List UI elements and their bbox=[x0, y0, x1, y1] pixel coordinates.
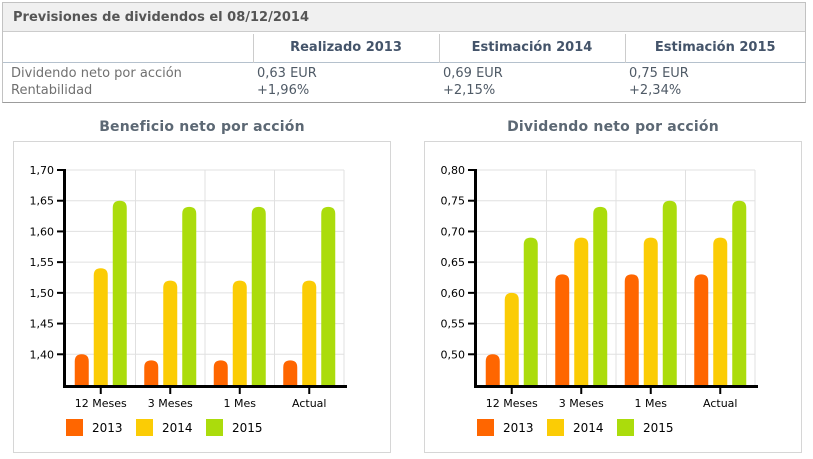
svg-text:1,55: 1,55 bbox=[30, 256, 55, 269]
chart-panel: 1,40 1,45 1,50 1,55 1,60 1,65 1,70 12 Meses 3 Me… bbox=[13, 141, 391, 453]
svg-text:1 Mes: 1 Mes bbox=[224, 397, 257, 410]
svg-text:Actual: Actual bbox=[703, 397, 737, 410]
svg-text:3 Meses: 3 Meses bbox=[559, 397, 604, 410]
svg-text:2013: 2013 bbox=[503, 421, 534, 435]
column-header-empty bbox=[3, 34, 253, 63]
chart-panel: 0,50 0,55 0,60 0,65 0,70 0,75 0,80 12 Meses 3 Me… bbox=[424, 141, 802, 453]
dividend-forecast-panel: Previsiones de dividendos el 08/12/2014 … bbox=[2, 2, 806, 103]
chart-beneficio-neto: Beneficio neto por acción 1,40 1,45 1,50 1,… bbox=[13, 119, 391, 453]
panel-title: Previsiones de dividendos el 08/12/2014 bbox=[3, 3, 805, 32]
svg-text:0,70: 0,70 bbox=[441, 225, 466, 238]
table-header-row: Realizado 2013 Estimación 2014 Estimació… bbox=[3, 34, 805, 63]
svg-text:2015: 2015 bbox=[643, 421, 674, 435]
svg-text:0,65: 0,65 bbox=[441, 256, 466, 269]
svg-text:2015: 2015 bbox=[232, 421, 263, 435]
svg-text:1,45: 1,45 bbox=[30, 318, 55, 331]
column-header-realizado-2013: Realizado 2013 bbox=[252, 34, 439, 63]
dividendo-2013-value: 0,63 EUR bbox=[257, 66, 317, 81]
forecast-table: Realizado 2013 Estimación 2014 Estimació… bbox=[3, 34, 805, 102]
svg-text:Actual: Actual bbox=[292, 397, 326, 410]
column-header-estimacion-2014: Estimación 2014 bbox=[438, 34, 625, 63]
svg-text:1 Mes: 1 Mes bbox=[635, 397, 668, 410]
svg-text:2013: 2013 bbox=[92, 421, 123, 435]
svg-text:12 Meses: 12 Meses bbox=[75, 397, 127, 410]
row-label-rentabilidad: Rentabilidad bbox=[11, 83, 93, 98]
row-label-dividendo: Dividendo neto por acción bbox=[11, 66, 182, 81]
svg-text:1,50: 1,50 bbox=[30, 287, 55, 300]
rentabilidad-2015-value: +2,34% bbox=[629, 83, 682, 98]
svg-text:2014: 2014 bbox=[162, 421, 193, 435]
table-row: Dividendo neto por acción 0,63 EUR 0,69 … bbox=[3, 63, 805, 83]
svg-text:0,80: 0,80 bbox=[441, 164, 466, 177]
svg-text:2014: 2014 bbox=[573, 421, 604, 435]
svg-text:12 Meses: 12 Meses bbox=[486, 397, 538, 410]
chart-dividendo-neto: Dividendo neto por acción 0,50 0,55 0,60 0,… bbox=[424, 119, 802, 453]
chart-title: Dividendo neto por acción bbox=[507, 119, 719, 135]
rentabilidad-2014-value: +2,15% bbox=[443, 83, 496, 98]
svg-text:0,50: 0,50 bbox=[441, 348, 466, 361]
svg-text:0,55: 0,55 bbox=[441, 318, 466, 331]
rentabilidad-2013-value: +1,96% bbox=[257, 83, 310, 98]
table-row: Rentabilidad +1,96% +2,15% +2,34% bbox=[3, 82, 805, 102]
bar-chart: 0,50 0,55 0,60 0,65 0,70 0,75 0,80 12 Meses 3 Me… bbox=[441, 164, 758, 436]
charts-row: Beneficio neto por acción 1,40 1,45 1,50 1,… bbox=[0, 119, 813, 453]
svg-text:0,60: 0,60 bbox=[441, 287, 466, 300]
chart-title: Beneficio neto por acción bbox=[99, 119, 305, 135]
svg-text:1,65: 1,65 bbox=[30, 195, 55, 208]
svg-text:0,75: 0,75 bbox=[441, 195, 466, 208]
dividendo-2015-value: 0,75 EUR bbox=[629, 66, 689, 81]
svg-text:3 Meses: 3 Meses bbox=[148, 397, 193, 410]
svg-text:1,40: 1,40 bbox=[30, 348, 55, 361]
bar-chart: 1,40 1,45 1,50 1,55 1,60 1,65 1,70 12 Meses 3 Me… bbox=[30, 164, 347, 436]
svg-text:1,70: 1,70 bbox=[30, 164, 55, 177]
dividendo-2014-value: 0,69 EUR bbox=[443, 66, 503, 81]
svg-text:1,60: 1,60 bbox=[30, 225, 55, 238]
column-header-estimacion-2015: Estimación 2015 bbox=[624, 34, 805, 63]
